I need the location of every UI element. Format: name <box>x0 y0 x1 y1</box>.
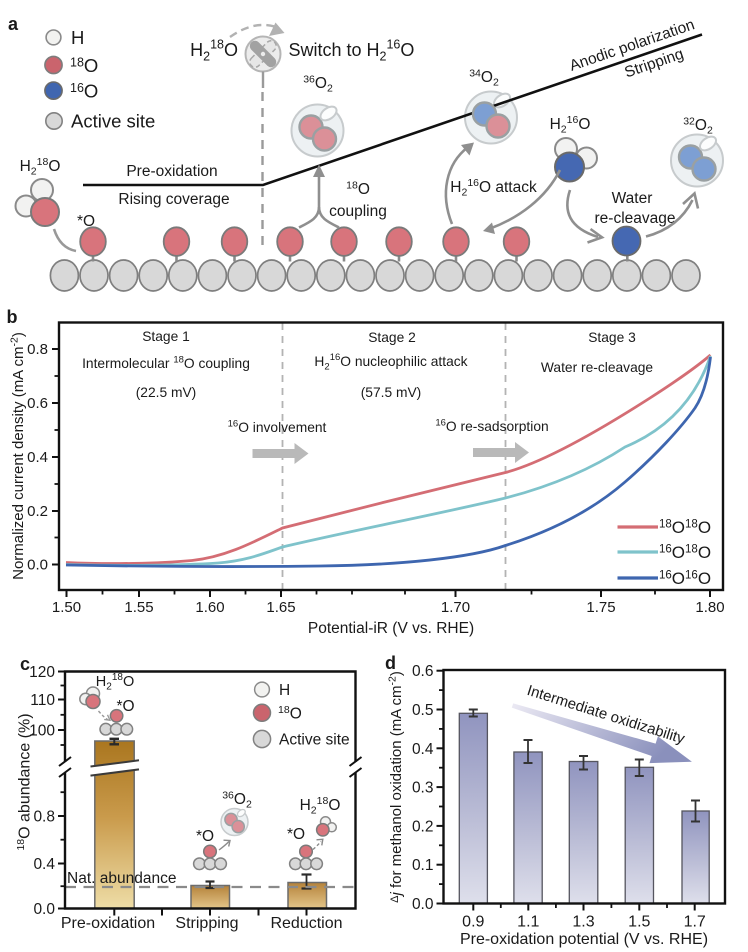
svg-text:Rising coverage: Rising coverage <box>118 191 229 208</box>
svg-text:re-cleavage: re-cleavage <box>595 210 676 227</box>
svg-text:H218O: H218O <box>20 156 61 178</box>
svg-text:a: a <box>8 14 19 34</box>
svg-text:Stage 3: Stage 3 <box>588 330 636 345</box>
svg-text:Δj for methanol oxidation (mA: Δj for methanol oxidation (mA cm-2) <box>387 671 406 903</box>
svg-text:Active site: Active site <box>71 111 155 132</box>
svg-text:c: c <box>20 654 30 674</box>
svg-text:1.65: 1.65 <box>266 599 295 616</box>
svg-text:0.0: 0.0 <box>412 896 434 913</box>
svg-text:36O2: 36O2 <box>222 790 252 811</box>
svg-text:0.1: 0.1 <box>412 857 434 874</box>
svg-text:0.5: 0.5 <box>412 702 434 719</box>
svg-text:18O18O: 18O18O <box>659 518 711 537</box>
svg-text:*O: *O <box>196 828 214 845</box>
svg-text:Potential-iR (V vs. RHE): Potential-iR (V vs. RHE) <box>308 620 474 637</box>
svg-text:Pre-oxidation potential (V vs.: Pre-oxidation potential (V vs. RHE) <box>460 931 708 948</box>
svg-text:0.4: 0.4 <box>412 741 434 758</box>
svg-text:Active site: Active site <box>279 732 350 749</box>
svg-text:100: 100 <box>29 723 55 740</box>
svg-text:Water re-cleavage: Water re-cleavage <box>541 360 654 375</box>
svg-text:16O18O: 16O18O <box>659 543 711 562</box>
svg-text:Pre-oxidation: Pre-oxidation <box>61 915 155 932</box>
svg-text:18O abundance (%): 18O abundance (%) <box>15 713 34 850</box>
svg-text:H218O: H218O <box>300 795 341 817</box>
svg-text:b: b <box>7 307 18 327</box>
svg-text:Water: Water <box>612 190 653 207</box>
svg-text:Stage 2: Stage 2 <box>368 330 416 345</box>
svg-text:Intermolecular 18O coupling: Intermolecular 18O coupling <box>82 355 250 372</box>
svg-text:16O involvement: 16O involvement <box>228 419 327 436</box>
svg-text:H: H <box>279 682 290 699</box>
svg-text:1.5: 1.5 <box>628 914 650 931</box>
svg-text:Switch to H216O: Switch to H216O <box>289 38 415 64</box>
svg-text:H216O nucleophilic attack: H216O nucleophilic attack <box>314 352 467 373</box>
svg-text:0.3: 0.3 <box>412 780 434 797</box>
svg-text:16O16O: 16O16O <box>659 569 711 588</box>
svg-text:18O: 18O <box>346 180 370 199</box>
svg-text:1.60: 1.60 <box>195 599 224 616</box>
svg-text:0.0: 0.0 <box>33 901 55 918</box>
svg-text:110: 110 <box>30 692 55 709</box>
svg-text:Reduction: Reduction <box>270 915 342 932</box>
svg-text:0.4: 0.4 <box>33 856 55 873</box>
svg-text:0.8: 0.8 <box>27 341 48 358</box>
svg-text:1.1: 1.1 <box>517 914 539 931</box>
svg-text:(22.5 mV): (22.5 mV) <box>136 385 197 400</box>
svg-text:0.9: 0.9 <box>462 914 484 931</box>
svg-text:0.6: 0.6 <box>412 663 434 680</box>
svg-text:H: H <box>71 27 84 48</box>
svg-text:0.2: 0.2 <box>412 818 434 835</box>
svg-text:32O2: 32O2 <box>683 116 713 137</box>
svg-text:1.80: 1.80 <box>695 599 724 616</box>
svg-text:18O: 18O <box>70 55 98 76</box>
svg-text:Normalized current density (mA: Normalized current density (mA cm-2) <box>9 332 28 580</box>
svg-text:Pre-oxidation: Pre-oxidation <box>126 163 217 180</box>
svg-text:36O2: 36O2 <box>303 74 333 95</box>
svg-text:1.70: 1.70 <box>441 599 470 616</box>
svg-text:0.4: 0.4 <box>27 449 48 466</box>
svg-text:0.2: 0.2 <box>27 503 48 520</box>
svg-text:1.55: 1.55 <box>124 599 153 616</box>
svg-text:Stripping: Stripping <box>175 915 238 932</box>
svg-text:34O2: 34O2 <box>469 68 499 89</box>
svg-text:0.6: 0.6 <box>27 395 48 412</box>
svg-text:120: 120 <box>29 664 55 681</box>
svg-text:Stage 1: Stage 1 <box>142 329 190 344</box>
svg-text:1.50: 1.50 <box>52 599 81 616</box>
svg-text:1.7: 1.7 <box>684 914 706 931</box>
svg-text:18O: 18O <box>278 704 302 723</box>
svg-text:1.3: 1.3 <box>572 914 594 931</box>
svg-text:1.75: 1.75 <box>586 599 615 616</box>
svg-text:0.8: 0.8 <box>33 809 55 826</box>
svg-text:*O: *O <box>77 213 95 230</box>
svg-text:(57.5 mV): (57.5 mV) <box>361 385 422 400</box>
svg-text:Nat. abundance: Nat. abundance <box>67 870 176 887</box>
svg-text:0.0: 0.0 <box>27 557 48 574</box>
svg-text:d: d <box>385 653 396 673</box>
svg-text:16O re-sadsorption: 16O re-sadsorption <box>435 418 548 435</box>
svg-text:16O: 16O <box>70 81 98 102</box>
svg-text:H216O: H216O <box>550 114 591 136</box>
svg-text:coupling: coupling <box>329 203 387 220</box>
svg-text:H218O: H218O <box>96 672 134 693</box>
svg-text:H218O: H218O <box>190 38 238 64</box>
svg-text:*O: *O <box>287 826 305 843</box>
